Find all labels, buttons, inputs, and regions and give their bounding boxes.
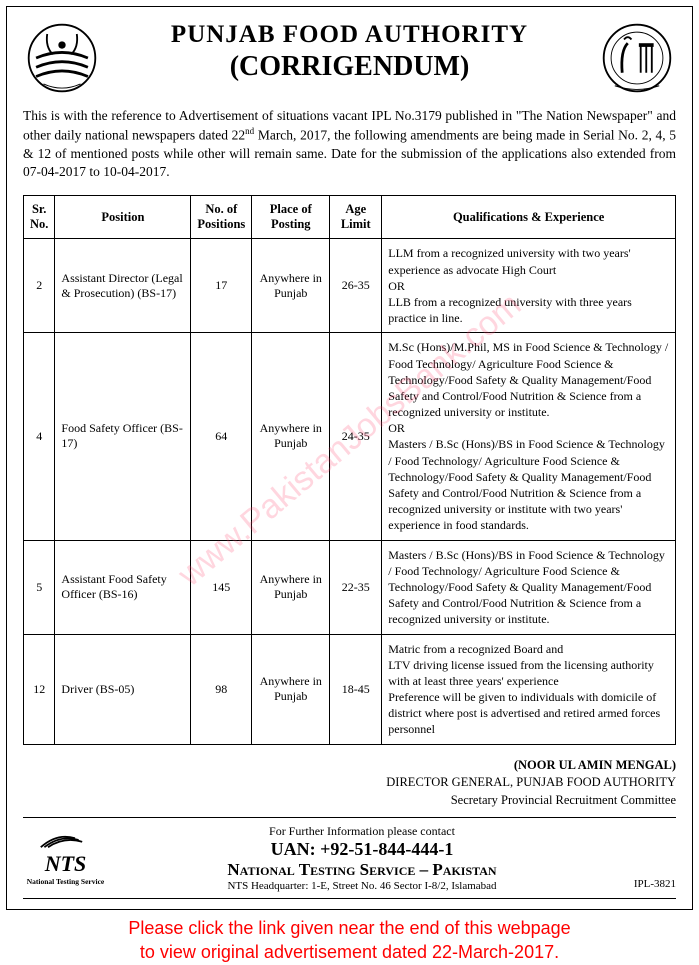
title-block: PUNJAB FOOD AUTHORITY (CORRIGENDUM) <box>101 19 598 83</box>
th-position: Position <box>55 196 191 239</box>
jobs-table: Sr. No. Position No. of Positions Place … <box>23 195 676 744</box>
intro-ordinal: nd <box>245 126 254 136</box>
footer-note: Please click the link given near the end… <box>0 916 699 965</box>
contact-box: NTS National Testing Service For Further… <box>23 817 676 899</box>
ipl-code: IPL-3821 <box>616 878 676 892</box>
contact-center: For Further Information please contact U… <box>108 824 616 892</box>
signature-line2: Secretary Provincial Recruitment Committ… <box>23 792 676 810</box>
table-row: 5Assistant Food Safety Officer (BS-16)14… <box>24 540 676 634</box>
cell-sr: 5 <box>24 540 55 634</box>
cell-place: Anywhere in Punjab <box>252 239 330 333</box>
cell-sr: 12 <box>24 634 55 744</box>
contact-info-label: For Further Information please contact <box>108 824 616 839</box>
signature-line1: DIRECTOR GENERAL, PUNJAB FOOD AUTHORITY <box>23 774 676 792</box>
cell-age: 22-35 <box>330 540 382 634</box>
th-qual: Qualifications & Experience <box>382 196 676 239</box>
intro-paragraph: This is with the reference to Advertisem… <box>23 107 676 181</box>
cell-sr: 2 <box>24 239 55 333</box>
footer-line1: Please click the link given near the end… <box>128 918 570 938</box>
contact-org: National Testing Service – Pakistan <box>108 860 616 880</box>
table-row: 2Assistant Director (Legal & Prosecution… <box>24 239 676 333</box>
cell-qual: Masters / B.Sc (Hons)/BS in Food Science… <box>382 540 676 634</box>
title-sub: (CORRIGENDUM) <box>101 51 598 83</box>
cell-position: Assistant Food Safety Officer (BS-16) <box>55 540 191 634</box>
table-row: 4Food Safety Officer (BS-17)64Anywhere i… <box>24 333 676 540</box>
th-place: Place of Posting <box>252 196 330 239</box>
table-header-row: Sr. No. Position No. of Positions Place … <box>24 196 676 239</box>
cell-age: 24-35 <box>330 333 382 540</box>
signature-name: (NOOR UL AMIN MENGAL) <box>23 757 676 775</box>
th-age: Age Limit <box>330 196 382 239</box>
cell-position: Assistant Director (Legal & Prosecution)… <box>55 239 191 333</box>
contact-address: NTS Headquarter: 1-E, Street No. 46 Sect… <box>108 880 616 892</box>
title-main: PUNJAB FOOD AUTHORITY <box>101 21 598 49</box>
signature-block: (NOOR UL AMIN MENGAL) DIRECTOR GENERAL, … <box>23 757 676 810</box>
cell-age: 26-35 <box>330 239 382 333</box>
contact-uan: UAN: +92-51-844-444-1 <box>108 839 616 860</box>
cell-num: 98 <box>191 634 252 744</box>
cell-qual: LLM from a recognized university with tw… <box>382 239 676 333</box>
document-page: www.PakistanJobsBank.com PUNJAB FOOD AUT… <box>6 6 693 910</box>
nts-subtext: National Testing Service <box>23 877 108 886</box>
th-sr: Sr. No. <box>24 196 55 239</box>
cell-position: Food Safety Officer (BS-17) <box>55 333 191 540</box>
pfa-logo-icon <box>598 19 676 97</box>
cell-place: Anywhere in Punjab <box>252 333 330 540</box>
cell-num: 64 <box>191 333 252 540</box>
cell-num: 145 <box>191 540 252 634</box>
cell-qual: M.Sc (Hons)/M.Phil, MS in Food Science &… <box>382 333 676 540</box>
footer-line2: to view original advertisement dated 22-… <box>140 942 559 962</box>
nts-logo-icon: NTS National Testing Service <box>23 831 108 886</box>
cell-qual: Matric from a recognized Board andLTV dr… <box>382 634 676 744</box>
table-row: 12Driver (BS-05)98Anywhere in Punjab18-4… <box>24 634 676 744</box>
punjab-emblem-icon <box>23 19 101 97</box>
cell-num: 17 <box>191 239 252 333</box>
header-row: PUNJAB FOOD AUTHORITY (CORRIGENDUM) <box>23 19 676 97</box>
cell-position: Driver (BS-05) <box>55 634 191 744</box>
nts-text: NTS <box>23 851 108 877</box>
cell-place: Anywhere in Punjab <box>252 540 330 634</box>
cell-place: Anywhere in Punjab <box>252 634 330 744</box>
th-num: No. of Positions <box>191 196 252 239</box>
cell-age: 18-45 <box>330 634 382 744</box>
cell-sr: 4 <box>24 333 55 540</box>
